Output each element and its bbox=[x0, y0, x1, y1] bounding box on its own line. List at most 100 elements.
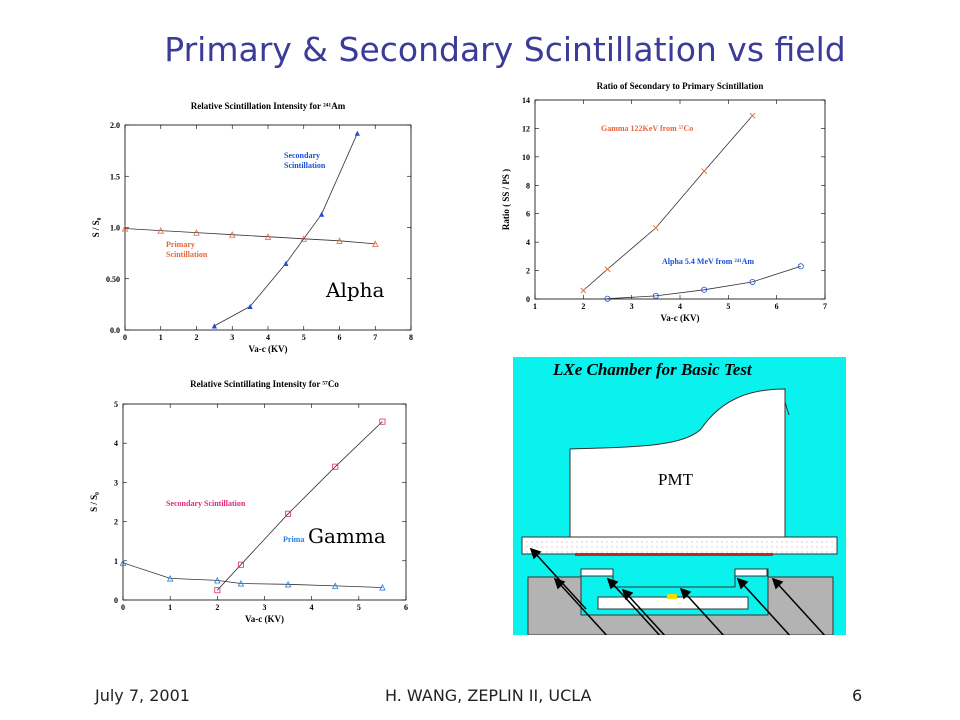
window-dots bbox=[526, 541, 833, 553]
x-tick-label: 2 bbox=[215, 603, 219, 612]
window-dot bbox=[806, 541, 808, 543]
window-dot bbox=[576, 541, 578, 543]
data-point bbox=[284, 580, 292, 588]
data-point bbox=[372, 240, 379, 247]
window-dot bbox=[661, 551, 663, 553]
window-dot bbox=[711, 551, 713, 553]
window-dot bbox=[636, 546, 638, 548]
window-dot bbox=[576, 546, 578, 548]
data-point bbox=[604, 295, 611, 302]
window-dot bbox=[691, 541, 693, 543]
data-point bbox=[285, 510, 292, 517]
arrow-line bbox=[740, 581, 794, 640]
window-dot bbox=[551, 541, 553, 543]
window-dot bbox=[696, 546, 698, 548]
series-label: Scintillation bbox=[284, 161, 326, 170]
x-tick-label: 7 bbox=[823, 302, 827, 311]
window-dot bbox=[756, 551, 758, 553]
source bbox=[667, 594, 677, 599]
window-dot bbox=[546, 551, 548, 553]
x-tick-label: 2 bbox=[581, 302, 585, 311]
x-tick-label: 0 bbox=[121, 603, 125, 612]
window-dot bbox=[666, 546, 668, 548]
x-tick-label: 0 bbox=[123, 333, 127, 342]
window-dot bbox=[786, 546, 788, 548]
window-dot bbox=[646, 546, 648, 548]
window-dot bbox=[631, 546, 633, 548]
window-dot bbox=[781, 546, 783, 548]
window-dot bbox=[801, 551, 803, 553]
data-point bbox=[264, 233, 272, 240]
window-dot bbox=[661, 546, 663, 548]
window-dot bbox=[741, 551, 743, 553]
y-axis-label: S / S₀ bbox=[91, 217, 101, 237]
window-dot bbox=[551, 546, 553, 548]
window-dot bbox=[581, 551, 583, 553]
y-tick-label: 1.5 bbox=[110, 172, 120, 181]
y-tick-label: 5 bbox=[114, 400, 118, 409]
window-dot bbox=[811, 551, 813, 553]
window-dot bbox=[681, 546, 683, 548]
data-point bbox=[336, 237, 343, 244]
window-dot bbox=[591, 541, 593, 543]
window-dot bbox=[601, 541, 603, 543]
x-axis-label: Va-c (KV) bbox=[249, 344, 288, 354]
x-tick-label: 3 bbox=[630, 302, 634, 311]
data-point bbox=[300, 235, 307, 242]
window-dot bbox=[831, 551, 833, 553]
y-tick-label: 14 bbox=[522, 96, 530, 105]
y-tick-label: 1.0 bbox=[110, 224, 120, 233]
window-dot bbox=[821, 541, 823, 543]
alpha-chart: Relative Scintillation Intensity for ²⁴¹… bbox=[91, 101, 413, 354]
window-dot bbox=[766, 541, 768, 543]
window-dot bbox=[811, 546, 813, 548]
plot-area: Ratio of Secondary to Primary Scintillat… bbox=[501, 81, 827, 323]
footer-author: H. WANG, ZEPLIN II, UCLA bbox=[385, 686, 592, 705]
series-line bbox=[607, 265, 801, 300]
window-dot bbox=[616, 546, 618, 548]
series-label: Alpha 5.4 MeV from ²⁴¹Am bbox=[662, 257, 754, 266]
window-dot bbox=[541, 551, 543, 553]
arrow-head bbox=[621, 588, 634, 601]
window-dot bbox=[776, 551, 778, 553]
window-dot bbox=[741, 541, 743, 543]
x-tick-label: 5 bbox=[302, 333, 306, 342]
data-point bbox=[379, 583, 386, 591]
data-point bbox=[214, 587, 221, 594]
window-dot bbox=[621, 541, 623, 543]
y-axis-label: Ratio ( SS / PS ) bbox=[501, 169, 511, 230]
window-dot bbox=[796, 551, 798, 553]
data-point bbox=[247, 303, 253, 310]
window-dot bbox=[631, 551, 633, 553]
data-point bbox=[157, 227, 164, 234]
window-dot bbox=[701, 541, 703, 543]
window-dot bbox=[831, 541, 833, 543]
window-dot bbox=[761, 541, 763, 543]
chamber-title: LXe Chamber for Basic Test bbox=[552, 360, 753, 379]
y-tick-label: 0.0 bbox=[110, 326, 120, 335]
x-tick-label: 4 bbox=[678, 302, 682, 311]
window-dot bbox=[636, 551, 638, 553]
window-dot bbox=[656, 546, 658, 548]
window-dot bbox=[731, 541, 733, 543]
footer-date: July 7, 2001 bbox=[95, 686, 190, 705]
x-tick-label: 8 bbox=[409, 333, 413, 342]
data-point bbox=[354, 130, 360, 136]
window-dot bbox=[821, 551, 823, 553]
x-tick-label: 6 bbox=[404, 603, 408, 612]
window-dot bbox=[696, 541, 698, 543]
window-dot bbox=[601, 546, 603, 548]
window-dot bbox=[606, 546, 608, 548]
series-label: Secondary Scintillation bbox=[166, 499, 246, 508]
window-dot bbox=[646, 551, 648, 553]
window-dot bbox=[536, 546, 538, 548]
y-tick-label: 2.0 bbox=[110, 121, 120, 130]
window-dot bbox=[671, 546, 673, 548]
window-dot bbox=[701, 551, 703, 553]
window-dot bbox=[666, 541, 668, 543]
window-dot bbox=[796, 546, 798, 548]
window-dot bbox=[801, 541, 803, 543]
window-dot bbox=[691, 551, 693, 553]
window-dot bbox=[771, 551, 773, 553]
window-dot bbox=[616, 541, 618, 543]
